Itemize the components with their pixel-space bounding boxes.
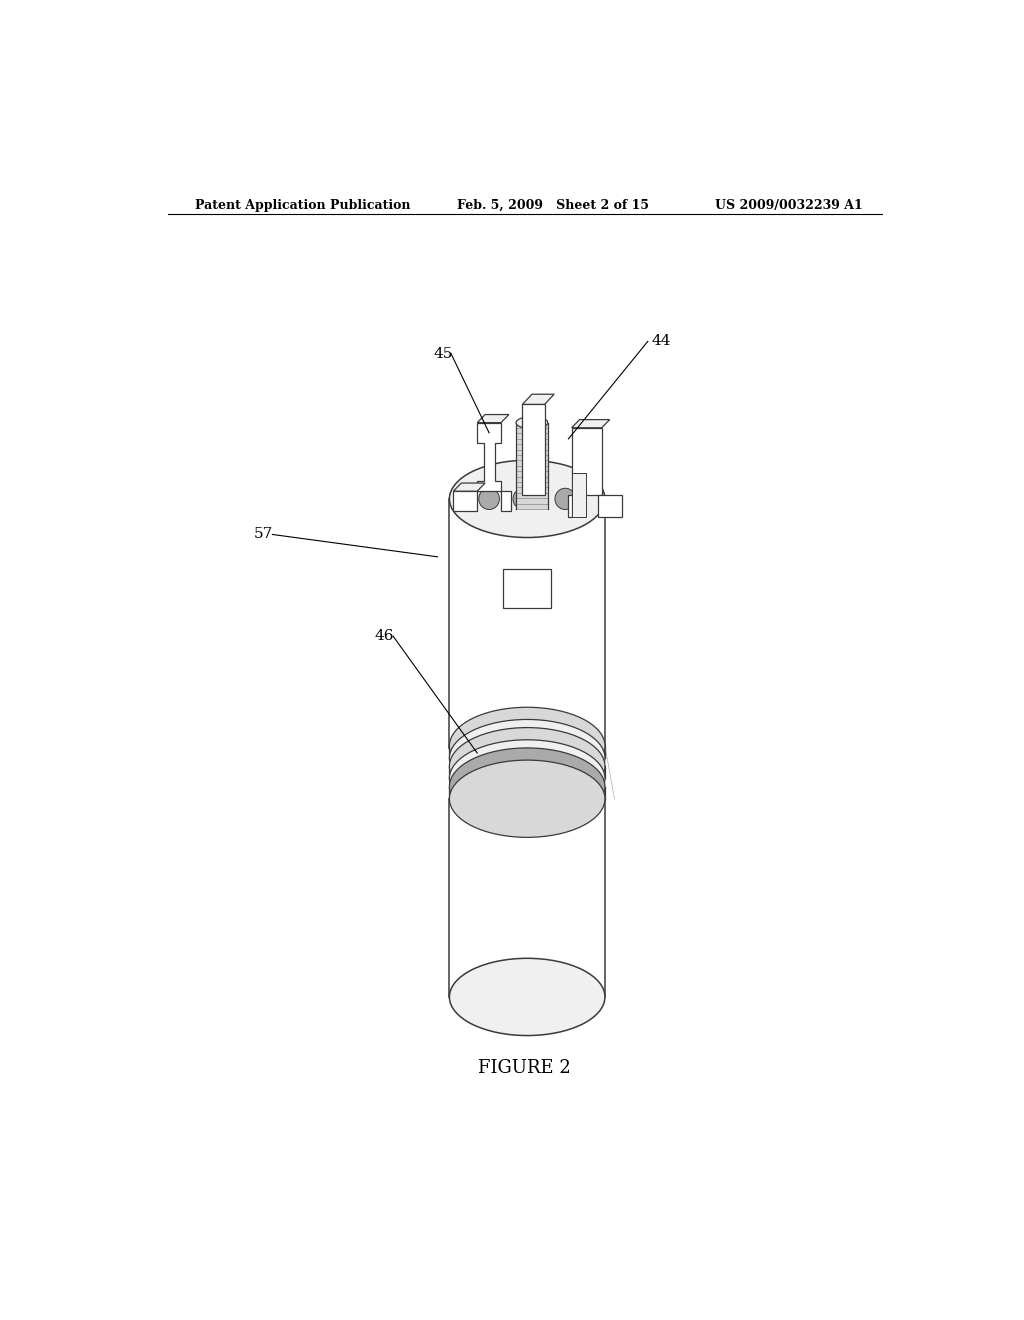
Polygon shape	[501, 491, 511, 511]
Polygon shape	[522, 404, 545, 495]
Ellipse shape	[450, 709, 605, 787]
Polygon shape	[450, 746, 605, 758]
Ellipse shape	[516, 417, 548, 429]
Text: 57: 57	[253, 528, 272, 541]
Ellipse shape	[450, 461, 605, 537]
Text: FIGURE 2: FIGURE 2	[478, 1059, 571, 1077]
Ellipse shape	[450, 719, 605, 797]
Polygon shape	[516, 422, 548, 510]
Text: 46: 46	[374, 630, 393, 643]
Ellipse shape	[479, 488, 500, 510]
Polygon shape	[571, 473, 586, 517]
Text: 45: 45	[433, 347, 453, 360]
Polygon shape	[454, 491, 477, 511]
Polygon shape	[454, 483, 485, 491]
Polygon shape	[450, 799, 605, 997]
Text: Feb. 5, 2009   Sheet 2 of 15: Feb. 5, 2009 Sheet 2 of 15	[458, 199, 649, 213]
Polygon shape	[477, 414, 509, 422]
Ellipse shape	[450, 739, 605, 817]
Ellipse shape	[450, 760, 605, 837]
Ellipse shape	[450, 727, 605, 805]
Polygon shape	[477, 422, 501, 491]
Bar	[504, 569, 551, 607]
Ellipse shape	[450, 748, 605, 825]
Text: 44: 44	[652, 334, 672, 348]
Text: Patent Application Publication: Patent Application Publication	[196, 199, 411, 213]
Polygon shape	[571, 420, 609, 428]
Ellipse shape	[513, 491, 525, 507]
Polygon shape	[522, 395, 554, 404]
Ellipse shape	[450, 958, 605, 1036]
Ellipse shape	[555, 488, 575, 510]
Polygon shape	[450, 766, 605, 779]
Ellipse shape	[450, 708, 605, 784]
Polygon shape	[450, 499, 605, 748]
Polygon shape	[598, 495, 622, 517]
Polygon shape	[450, 787, 605, 799]
Text: US 2009/0032239 A1: US 2009/0032239 A1	[715, 199, 863, 213]
Polygon shape	[571, 428, 602, 495]
Polygon shape	[567, 495, 571, 517]
